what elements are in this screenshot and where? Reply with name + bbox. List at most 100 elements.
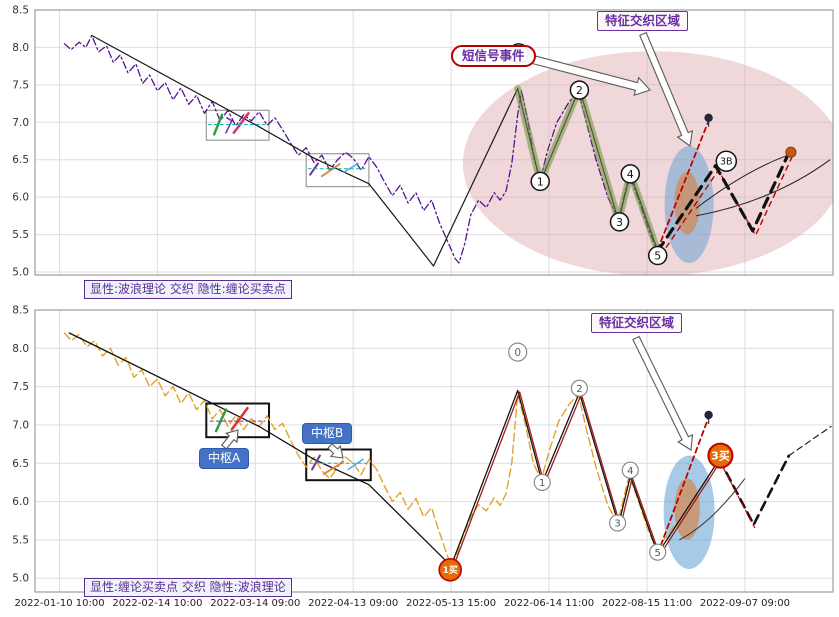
- x-tick-label: 2022-05-13 15:00: [406, 598, 496, 609]
- mini-seg-blue: [342, 162, 359, 174]
- wave-marker-circle: [647, 245, 668, 266]
- x-tick-label: 2022-03-14 09:00: [210, 598, 300, 609]
- y-tick-label: 6.0: [12, 192, 29, 204]
- annotation-curve: [679, 478, 746, 541]
- wave-marker-label: 3B: [720, 157, 733, 168]
- wave-marker-label: 3买: [711, 450, 730, 463]
- plot-border: [34, 309, 834, 593]
- mini-seg-green: [212, 113, 224, 136]
- signal-red-dashed: [656, 416, 710, 555]
- x-tick-label: 2022-08-15 11:00: [602, 598, 692, 609]
- flag-marker: [704, 113, 713, 123]
- y-tick-label: 5.0: [12, 573, 29, 585]
- mini-seg-orange: [320, 163, 341, 178]
- pivot-box: [205, 109, 270, 141]
- mini-seg-purple: [225, 117, 233, 134]
- wave-marker-label: 4: [627, 466, 633, 477]
- wave-marker-label: 5: [654, 250, 661, 263]
- x-tick-label: 2022-06-14 11:00: [504, 598, 594, 609]
- wave-marker-circle: [508, 342, 528, 362]
- annotation-arrow: [327, 443, 344, 459]
- x-tick-label: 2022-01-10 10:00: [14, 598, 104, 609]
- wave-marker-label: 3: [614, 519, 620, 530]
- y-tick-label: 6.0: [12, 496, 29, 508]
- x-tick-label: 2022-02-14 10:00: [112, 598, 202, 609]
- annotation-curve: [695, 154, 789, 209]
- y-tick-label: 5.5: [12, 534, 29, 546]
- signal-red-dashed: [656, 119, 710, 251]
- y-tick-label: 7.0: [12, 419, 29, 431]
- wave-marker-circle: [621, 461, 639, 479]
- y-tick-label: 7.0: [12, 117, 29, 129]
- feature-region-label-bottom: 特征交织区域: [591, 313, 683, 333]
- forecast-dashed: [718, 454, 791, 526]
- forecast-tail-dashed: [788, 425, 832, 457]
- wave-marker-circle: [530, 171, 550, 192]
- plot-border: [34, 9, 834, 276]
- wave-marker-label: 2: [576, 84, 583, 97]
- feature-region-ellipse: [462, 51, 833, 275]
- pivot-a-label: 中枢A: [199, 448, 250, 469]
- forecast-red-shadow: [722, 467, 756, 529]
- flag-marker: [704, 410, 713, 420]
- annotation-arrow: [632, 335, 694, 451]
- y-tick-label: 5.0: [12, 267, 29, 279]
- pivot-b-label: 中枢B: [302, 423, 353, 444]
- price-line: [63, 332, 677, 567]
- bottom-chan-theory-chart: 5.0 5.5 6.0 6.5 7.0 7.5 8.0 8.5 0 1 2 3 4 5 1买 3买: [12, 305, 834, 593]
- y-tick-label: 7.5: [12, 381, 29, 393]
- x-tick-label: 2022-09-07 09:00: [700, 598, 790, 609]
- annotation-arrow: [220, 429, 239, 450]
- top-wave-theory-chart: 5.05.56.06.57.07.58.08.50123453B: [12, 5, 834, 279]
- wave-marker-label: 0: [514, 347, 521, 359]
- mini-seg-red: [232, 112, 250, 135]
- annotation-arrow: [639, 31, 693, 147]
- wave-marker-label: 1: [539, 478, 545, 489]
- trend-line: [68, 332, 721, 567]
- wave-marker-circle: [438, 557, 463, 582]
- wave-marker-circle: [569, 80, 590, 100]
- pivot-box: [305, 153, 370, 188]
- wave-marker-label: 1: [537, 175, 544, 188]
- wave-marker-circle: [570, 379, 589, 397]
- wave-marker-label: 4: [627, 168, 634, 181]
- legend-top-label: 显性:波浪理论 交织 隐性:缠论买卖点: [84, 280, 292, 299]
- wave-marker-label: 3: [616, 216, 623, 229]
- y-tick-label: 5.5: [12, 229, 29, 241]
- annotation-curve: [695, 159, 831, 217]
- feature-region-label-top: 特征交织区域: [597, 11, 689, 31]
- y-tick-label: 6.5: [12, 154, 29, 166]
- mini-seg-purple: [311, 454, 321, 471]
- plot-area: [63, 332, 832, 569]
- wave-marker-label: 2: [576, 384, 582, 395]
- y-tick-label: 8.5: [12, 5, 29, 17]
- wave-marker-label: 5: [655, 548, 661, 559]
- wave-marker-circle: [707, 442, 734, 469]
- wave-marker-circle: [620, 164, 641, 184]
- plot-area: [63, 34, 833, 275]
- forecast-dashed: [656, 149, 792, 253]
- wave-marker-circle: [649, 543, 667, 561]
- annotation-arrow: [525, 53, 651, 97]
- y-tick-label: 8.0: [12, 343, 29, 355]
- mini-seg-red: [230, 406, 249, 431]
- legend-bottom-label: 显性:缠论买卖点 交织 隐性:波浪理论: [84, 578, 292, 597]
- x-tick-label: 2022-04-13 09:00: [308, 598, 398, 609]
- mini-seg-green: [214, 408, 228, 433]
- red-overlay: [452, 391, 722, 569]
- wave-marker-circle: [609, 212, 630, 232]
- mini-seg-blue: [347, 458, 364, 471]
- wave-band: [514, 85, 662, 255]
- short-signal-label: 短信号事件: [451, 45, 536, 67]
- y-tick-label: 7.5: [12, 79, 29, 91]
- wave-marker-circle: [608, 514, 627, 532]
- wave-marker-circle: [533, 473, 551, 491]
- y-tick-label: 8.0: [12, 42, 29, 54]
- wave-marker-label: 1买: [443, 565, 458, 576]
- end-dot: [785, 146, 797, 158]
- y-tick-label: 6.5: [12, 458, 29, 470]
- wave-marker-circle: [715, 150, 738, 172]
- y-tick-label: 8.5: [12, 305, 29, 317]
